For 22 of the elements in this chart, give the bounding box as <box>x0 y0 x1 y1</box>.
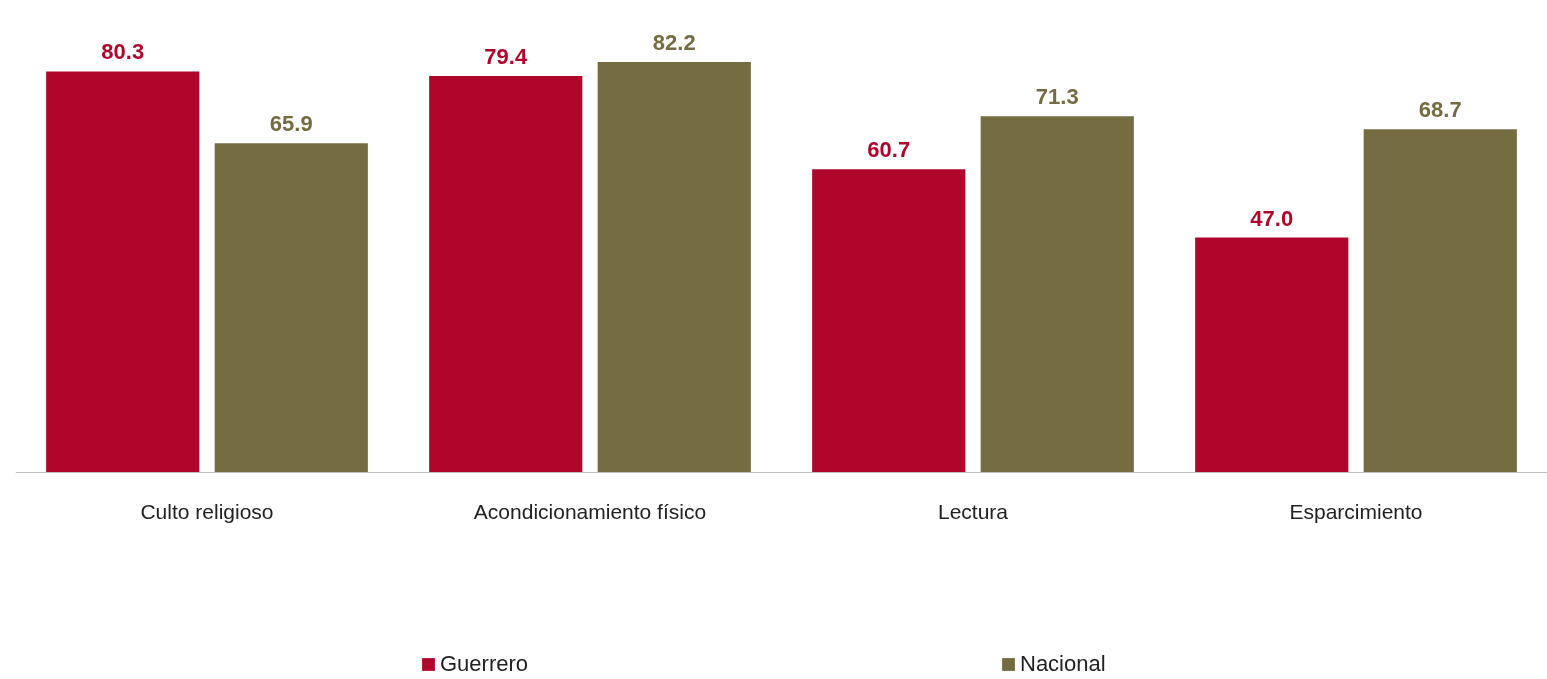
bar <box>214 143 368 473</box>
bar <box>1195 237 1349 473</box>
x-tick-label: Lectura <box>937 500 1009 524</box>
x-tick-label: Esparcimiento <box>1289 500 1423 524</box>
bar <box>1363 129 1517 473</box>
data-label: 79.4 <box>484 43 528 69</box>
x-tick-label: Acondicionamiento físico <box>473 500 707 524</box>
x-tick-label: Culto religioso <box>140 500 274 524</box>
bar <box>46 71 200 473</box>
bar <box>980 116 1134 473</box>
data-label: 47.0 <box>1250 205 1294 231</box>
legend-label: Guerrero <box>440 651 529 677</box>
data-label: 65.9 <box>269 111 313 137</box>
bar <box>597 62 751 473</box>
data-label: 82.2 <box>652 30 696 55</box>
data-label: 71.3 <box>1035 84 1079 110</box>
legend-label: Nacional <box>1020 651 1106 677</box>
bar <box>812 169 966 473</box>
data-label: 68.7 <box>1418 97 1462 123</box>
data-label: 60.7 <box>867 137 911 163</box>
bar <box>429 75 583 473</box>
data-label: 80.3 <box>101 39 145 65</box>
